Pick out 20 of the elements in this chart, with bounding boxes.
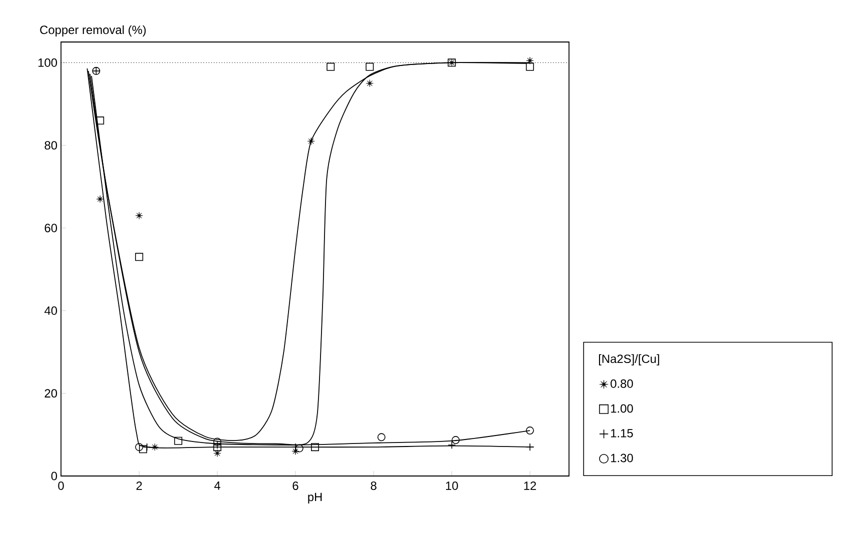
x-tick-label: 0: [58, 482, 64, 490]
x-axis-title: pH: [308, 492, 322, 504]
y-tick-label: 100: [38, 58, 58, 67]
y-tick-label: 40: [44, 306, 58, 315]
legend-label: 1.30: [611, 454, 633, 462]
x-tick-label: 2: [136, 482, 142, 490]
x-tick-label: 8: [370, 482, 376, 490]
y-tick-label: 60: [44, 224, 58, 232]
x-tick-label: 12: [524, 482, 536, 490]
x-tick-label: 4: [214, 482, 220, 490]
y-tick-label: 0: [51, 472, 58, 480]
x-tick-label: 10: [446, 482, 458, 490]
y-tick-label: 80: [44, 141, 58, 150]
legend-label: 1.00: [611, 404, 633, 413]
y-tick-label: 20: [44, 389, 58, 398]
legend-label: 0.80: [610, 379, 633, 388]
legend-label: 1.15: [611, 429, 633, 438]
x-tick-label: 6: [292, 482, 298, 490]
y-axis-title: Copper removal (%): [40, 25, 146, 36]
legend-title: [Na2S]/[Cu]: [599, 354, 660, 366]
